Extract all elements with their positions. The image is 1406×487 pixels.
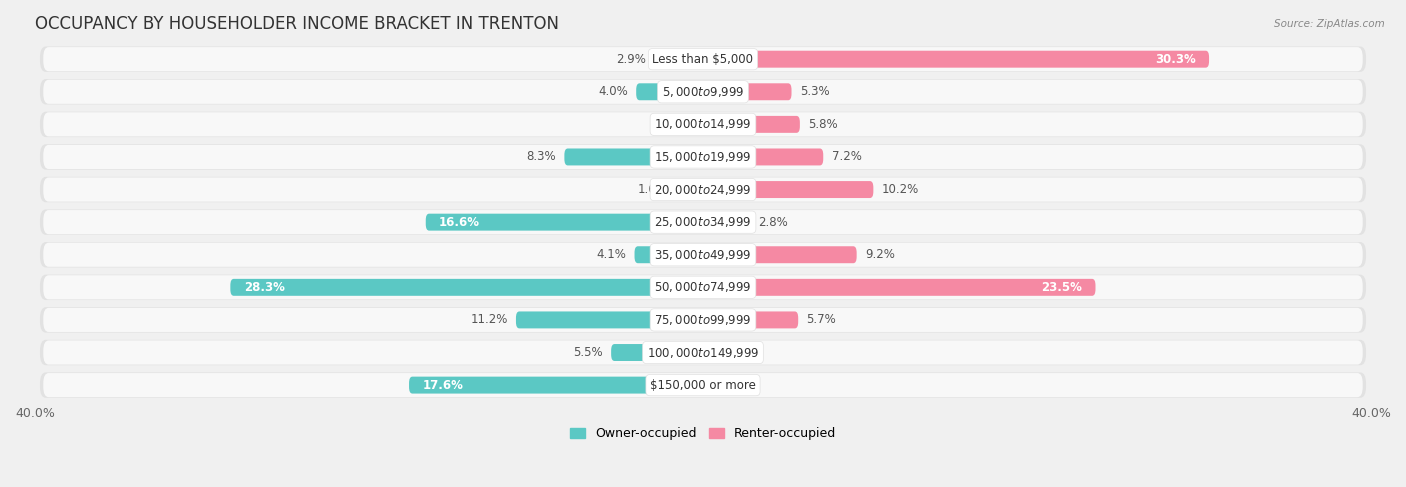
FancyBboxPatch shape [426, 214, 703, 231]
Text: $15,000 to $19,999: $15,000 to $19,999 [654, 150, 752, 164]
Text: Source: ZipAtlas.com: Source: ZipAtlas.com [1274, 19, 1385, 30]
Text: $10,000 to $14,999: $10,000 to $14,999 [654, 117, 752, 131]
FancyBboxPatch shape [44, 80, 1362, 104]
FancyBboxPatch shape [703, 83, 792, 100]
FancyBboxPatch shape [703, 51, 1209, 68]
Text: 5.7%: 5.7% [807, 314, 837, 326]
FancyBboxPatch shape [676, 181, 703, 198]
FancyBboxPatch shape [703, 312, 799, 328]
Text: 28.3%: 28.3% [243, 281, 284, 294]
Text: 17.6%: 17.6% [422, 378, 464, 392]
FancyBboxPatch shape [634, 246, 703, 263]
Text: 4.1%: 4.1% [596, 248, 626, 261]
FancyBboxPatch shape [39, 46, 1367, 72]
Text: $75,000 to $99,999: $75,000 to $99,999 [654, 313, 752, 327]
Text: Less than $5,000: Less than $5,000 [652, 53, 754, 66]
FancyBboxPatch shape [39, 112, 1367, 137]
FancyBboxPatch shape [44, 275, 1362, 300]
FancyBboxPatch shape [44, 373, 1362, 397]
Text: 5.3%: 5.3% [800, 85, 830, 98]
FancyBboxPatch shape [564, 149, 703, 166]
FancyBboxPatch shape [703, 181, 873, 198]
Text: $150,000 or more: $150,000 or more [650, 378, 756, 392]
FancyBboxPatch shape [703, 246, 856, 263]
FancyBboxPatch shape [703, 149, 824, 166]
Text: $50,000 to $74,999: $50,000 to $74,999 [654, 281, 752, 294]
Text: 1.6%: 1.6% [638, 183, 668, 196]
FancyBboxPatch shape [44, 112, 1362, 136]
Text: $100,000 to $149,999: $100,000 to $149,999 [647, 345, 759, 359]
Text: 4.0%: 4.0% [598, 85, 628, 98]
FancyBboxPatch shape [636, 83, 703, 100]
FancyBboxPatch shape [44, 243, 1362, 267]
FancyBboxPatch shape [44, 340, 1362, 365]
FancyBboxPatch shape [44, 145, 1362, 169]
FancyBboxPatch shape [612, 344, 703, 361]
Text: 8.3%: 8.3% [526, 150, 555, 164]
Text: 7.2%: 7.2% [831, 150, 862, 164]
Text: 0.0%: 0.0% [665, 118, 695, 131]
Legend: Owner-occupied, Renter-occupied: Owner-occupied, Renter-occupied [565, 422, 841, 445]
FancyBboxPatch shape [39, 275, 1367, 300]
FancyBboxPatch shape [409, 376, 703, 393]
FancyBboxPatch shape [703, 116, 800, 133]
Text: 23.5%: 23.5% [1042, 281, 1083, 294]
FancyBboxPatch shape [231, 279, 703, 296]
Text: 30.3%: 30.3% [1154, 53, 1195, 66]
FancyBboxPatch shape [39, 144, 1367, 169]
FancyBboxPatch shape [39, 340, 1367, 365]
Text: 9.2%: 9.2% [865, 248, 894, 261]
FancyBboxPatch shape [39, 307, 1367, 333]
FancyBboxPatch shape [703, 279, 1095, 296]
Text: 10.2%: 10.2% [882, 183, 920, 196]
Text: OCCUPANCY BY HOUSEHOLDER INCOME BRACKET IN TRENTON: OCCUPANCY BY HOUSEHOLDER INCOME BRACKET … [35, 15, 560, 33]
FancyBboxPatch shape [39, 177, 1367, 202]
FancyBboxPatch shape [39, 373, 1367, 398]
FancyBboxPatch shape [703, 214, 749, 231]
Text: $5,000 to $9,999: $5,000 to $9,999 [662, 85, 744, 99]
FancyBboxPatch shape [44, 177, 1362, 202]
FancyBboxPatch shape [44, 308, 1362, 332]
Text: 0.0%: 0.0% [711, 378, 741, 392]
Text: 2.8%: 2.8% [758, 216, 787, 228]
FancyBboxPatch shape [39, 209, 1367, 235]
Text: 11.2%: 11.2% [470, 314, 508, 326]
Text: 0.0%: 0.0% [711, 346, 741, 359]
Text: 5.8%: 5.8% [808, 118, 838, 131]
FancyBboxPatch shape [44, 210, 1362, 234]
Text: 2.9%: 2.9% [616, 53, 647, 66]
Text: $35,000 to $49,999: $35,000 to $49,999 [654, 248, 752, 262]
Text: 5.5%: 5.5% [574, 346, 603, 359]
Text: 16.6%: 16.6% [439, 216, 479, 228]
FancyBboxPatch shape [39, 242, 1367, 267]
Text: $20,000 to $24,999: $20,000 to $24,999 [654, 183, 752, 197]
FancyBboxPatch shape [44, 47, 1362, 71]
Text: $25,000 to $34,999: $25,000 to $34,999 [654, 215, 752, 229]
FancyBboxPatch shape [516, 312, 703, 328]
FancyBboxPatch shape [655, 51, 703, 68]
FancyBboxPatch shape [39, 79, 1367, 105]
